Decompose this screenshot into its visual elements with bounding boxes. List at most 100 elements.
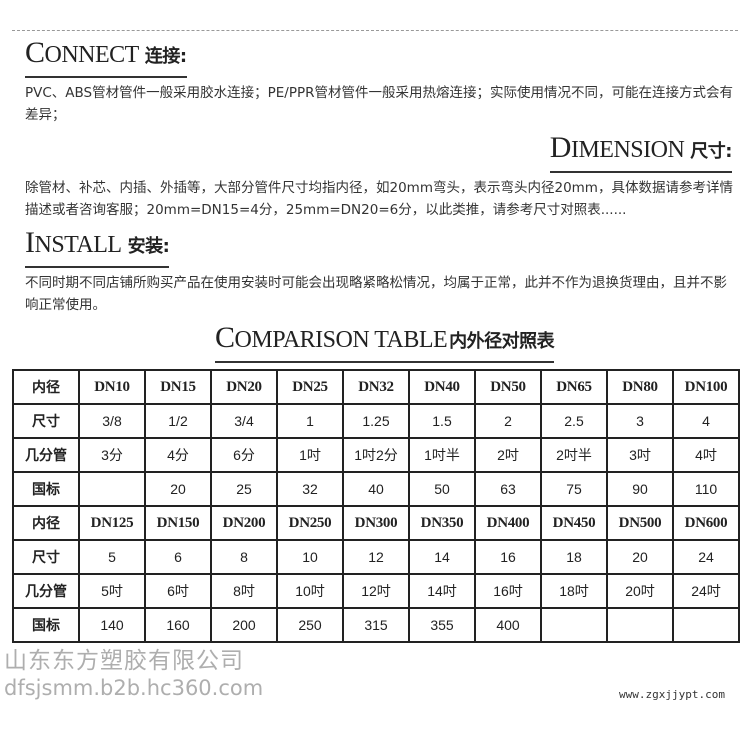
table-row: 内径 DN125 DN150 DN200 DN250 DN300 DN350 DN400 DN4…: [12, 505, 740, 541]
install-text: 不同时期不同店铺所购买产品在使用安装时可能会出现略紧略松情况，均属于正常，此并不…: [25, 275, 727, 313]
heading-cn: 连接:: [144, 46, 187, 67]
table-cell: 110: [672, 471, 740, 507]
install-heading: INSTALL 安装:: [25, 226, 170, 268]
table-cell: DN80: [606, 369, 674, 405]
table-cell: 400: [474, 607, 542, 643]
table-cell: DN15: [144, 369, 212, 405]
table-cell: DN125: [78, 505, 146, 541]
table-cell: 63: [474, 471, 542, 507]
comparison-table: 内径 DN10 DN15 DN20 DN25 DN32 DN40 DN50 DN65 DN80 DN…: [12, 369, 740, 643]
table-row: 国标 140 160 200 250 315 355 400: [12, 607, 740, 643]
table-cell: 40: [342, 471, 410, 507]
table-cell: 24: [672, 539, 740, 575]
table-cell: 20: [144, 471, 212, 507]
table-cell: 1.5: [408, 403, 476, 439]
table-cell: 18吋: [540, 573, 608, 609]
heading-initial: I: [25, 226, 35, 259]
table-cell: DN10: [78, 369, 146, 405]
table-row: 国标 20 25 32 40 50 63 75 90 110: [12, 471, 740, 507]
table-cell: 6分: [210, 437, 278, 473]
table-cell: 14: [408, 539, 476, 575]
heading-en: NSTALL: [34, 232, 123, 258]
table-cell: 4: [672, 403, 740, 439]
table-cell: 14吋: [408, 573, 476, 609]
table-cell: 25: [210, 471, 278, 507]
table-cell: 1吋: [276, 437, 344, 473]
table-cell: DN100: [672, 369, 740, 405]
table-cell: 3分: [78, 437, 146, 473]
row-label: 内径: [12, 505, 80, 541]
row-label: 几分管: [12, 437, 80, 473]
table-cell: DN300: [342, 505, 410, 541]
table-cell: 12吋: [342, 573, 410, 609]
table-row: 尺寸 3/8 1/2 3/4 1 1.25 1.5 2 2.5 3 4: [12, 403, 740, 439]
watermark-site: www.zgxjjypt.com: [619, 688, 725, 701]
table-cell: 2: [474, 403, 542, 439]
table-heading-row: COMPARISON TABLE 内外径对照表: [0, 322, 750, 363]
heading-cn: 尺寸:: [690, 141, 732, 162]
table-cell: 6吋: [144, 573, 212, 609]
watermark-row: dfsjsmm.b2b.hc360.com www.zgxjjypt.com: [0, 675, 750, 701]
connect-heading-row: CONNECT 连接:: [0, 37, 750, 78]
table-cell: 1: [276, 403, 344, 439]
row-label: 国标: [12, 607, 80, 643]
table-cell: 75: [540, 471, 608, 507]
table-cell: DN450: [540, 505, 608, 541]
table-cell: 10: [276, 539, 344, 575]
heading-cn: 内外径对照表: [449, 331, 555, 352]
table-cell: [78, 471, 146, 507]
table-cell: 16: [474, 539, 542, 575]
heading-initial: D: [549, 131, 572, 164]
table-cell: 90: [606, 471, 674, 507]
dimension-heading: DIMENSION 尺寸:: [549, 131, 732, 173]
table-cell: 6: [144, 539, 212, 575]
install-heading-row: INSTALL 安装:: [0, 227, 750, 268]
table-cell: 160: [144, 607, 212, 643]
table-cell: DN25: [276, 369, 344, 405]
table-cell: 3/8: [78, 403, 146, 439]
table-cell: DN250: [276, 505, 344, 541]
row-label: 内径: [12, 369, 80, 405]
table-cell: 4吋: [672, 437, 740, 473]
row-label: 国标: [12, 471, 80, 507]
table-cell: 2吋: [474, 437, 542, 473]
table-cell: 250: [276, 607, 344, 643]
table-cell: [606, 607, 674, 643]
table-cell: 1吋2分: [342, 437, 410, 473]
table-cell: 5: [78, 539, 146, 575]
connect-text: PVC、ABS管材管件一般采用胶水连接；PE/PPR管材管件一般采用热熔连接；实…: [25, 85, 734, 123]
table-cell: 4分: [144, 437, 212, 473]
table-cell: 3: [606, 403, 674, 439]
top-divider: [12, 30, 738, 31]
table-cell: 8: [210, 539, 278, 575]
watermark-company: 山东东方塑胶有限公司: [4, 648, 244, 674]
table-cell: DN20: [210, 369, 278, 405]
table-cell: DN350: [408, 505, 476, 541]
table-cell: 1.25: [342, 403, 410, 439]
table-cell: 200: [210, 607, 278, 643]
table-row: 尺寸 5 6 8 10 12 14 16 18 20 24: [12, 539, 740, 575]
table-cell: 3/4: [210, 403, 278, 439]
row-label: 几分管: [12, 573, 80, 609]
row-label: 尺寸: [12, 403, 80, 439]
table-cell: 16吋: [474, 573, 542, 609]
heading-initial: C: [215, 321, 235, 354]
table-cell: 1/2: [144, 403, 212, 439]
table-cell: 8吋: [210, 573, 278, 609]
table-heading: COMPARISON TABLE 内外径对照表: [215, 321, 555, 363]
table-cell: 2吋半: [540, 437, 608, 473]
table-cell: 2.5: [540, 403, 608, 439]
table-cell: 140: [78, 607, 146, 643]
page-content: CONNECT 连接: PVC、ABS管材管件一般采用胶水连接；PE/PPR管材管…: [0, 30, 750, 701]
heading-initial: C: [25, 36, 45, 69]
table-cell: 1吋半: [408, 437, 476, 473]
table-cell: DN65: [540, 369, 608, 405]
table-cell: 10吋: [276, 573, 344, 609]
table-cell: 20吋: [606, 573, 674, 609]
row-label: 尺寸: [12, 539, 80, 575]
table-cell: DN500: [606, 505, 674, 541]
table-cell: [540, 607, 608, 643]
heading-cn: 安装:: [127, 236, 170, 257]
table-cell: [672, 607, 740, 643]
dimension-heading-row: DIMENSION 尺寸:: [0, 132, 750, 173]
